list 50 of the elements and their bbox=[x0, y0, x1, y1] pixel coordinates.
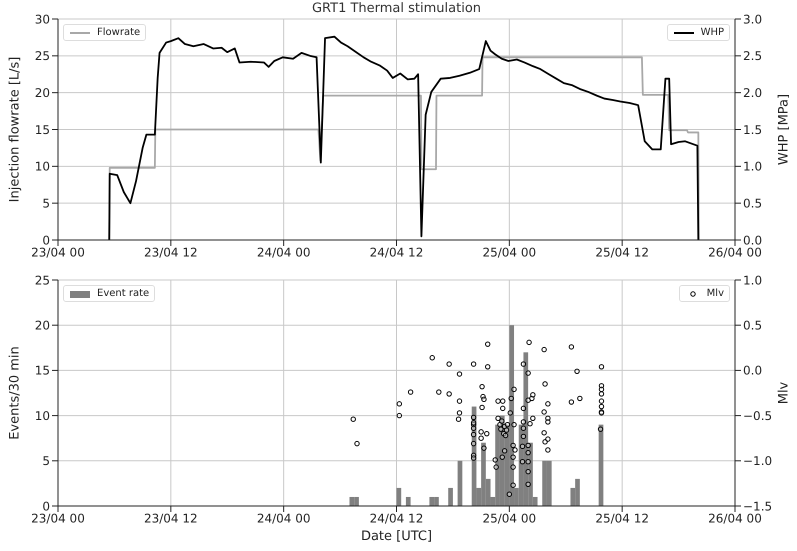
y-tick-label: 15 bbox=[34, 122, 50, 137]
x-tick-label: 24/04 00 bbox=[256, 246, 311, 260]
y-tick-label: 0 bbox=[42, 499, 50, 514]
legend-label: WHP bbox=[700, 27, 724, 38]
legend-label: Flowrate bbox=[97, 27, 140, 38]
y2-tick-label: 0.5 bbox=[743, 318, 762, 332]
x-tick-label: 23/04 00 bbox=[31, 512, 85, 526]
y2-tick-label: 1.0 bbox=[743, 160, 762, 174]
y-axis-title: Injection flowrate [L/s] bbox=[8, 56, 23, 202]
legend-label: Event rate bbox=[97, 288, 150, 299]
y-tick-label: 20 bbox=[34, 318, 50, 332]
y2-tick-label: −1.0 bbox=[743, 454, 772, 468]
y-tick-label: 0 bbox=[42, 233, 50, 248]
y2-tick-label: −1.5 bbox=[743, 499, 772, 514]
y-axis-title: Events/30 min bbox=[8, 346, 23, 440]
y2-tick-label: 0.0 bbox=[743, 233, 762, 248]
y2-tick-label: 0.0 bbox=[743, 364, 762, 378]
y-tick-label: 25 bbox=[34, 49, 50, 64]
x-tick-label: 25/04 00 bbox=[482, 512, 536, 526]
y-tick-label: 15 bbox=[34, 364, 50, 378]
y2-tick-label: 1.5 bbox=[743, 122, 762, 137]
x-tick-label: 26/04 00 bbox=[708, 246, 762, 260]
y-tick-label: 5 bbox=[42, 196, 50, 210]
y2-axis-title: WHP [MPa] bbox=[776, 94, 792, 166]
y-tick-label: 10 bbox=[34, 408, 50, 423]
x-tick-label: 24/04 12 bbox=[370, 246, 424, 260]
x-tick-label: 23/04 12 bbox=[144, 512, 198, 526]
y2-tick-label: 2.0 bbox=[743, 86, 762, 100]
y2-axis-title: Mlv bbox=[776, 381, 792, 404]
y2-tick-label: 3.0 bbox=[743, 12, 762, 26]
y-tick-label: 5 bbox=[42, 454, 50, 468]
y2-tick-label: 1.0 bbox=[743, 273, 762, 288]
x-tick-label: 24/04 12 bbox=[370, 512, 424, 526]
chart-title: GRT1 Thermal stimulation bbox=[310, 1, 482, 16]
legend-label: Mlv bbox=[706, 288, 724, 299]
y-tick-label: 20 bbox=[34, 86, 50, 100]
x-tick-label: 23/04 00 bbox=[31, 246, 85, 260]
x-tick-label: 25/04 12 bbox=[595, 512, 650, 526]
x-tick-label: 23/04 12 bbox=[144, 246, 198, 260]
x-tick-label: 25/04 00 bbox=[482, 246, 536, 260]
x-tick-label: 26/04 00 bbox=[708, 512, 762, 526]
x-axis-title: Date [UTC] bbox=[360, 529, 432, 544]
y2-tick-label: −0.5 bbox=[743, 408, 772, 423]
x-tick-label: 24/04 00 bbox=[256, 512, 311, 526]
x-tick-label: 25/04 12 bbox=[595, 246, 650, 260]
y2-tick-label: 2.5 bbox=[743, 49, 762, 64]
y-tick-label: 25 bbox=[34, 273, 50, 288]
y-tick-label: 30 bbox=[34, 12, 50, 26]
y-tick-label: 10 bbox=[34, 160, 50, 174]
y2-tick-label: 0.5 bbox=[743, 196, 762, 210]
